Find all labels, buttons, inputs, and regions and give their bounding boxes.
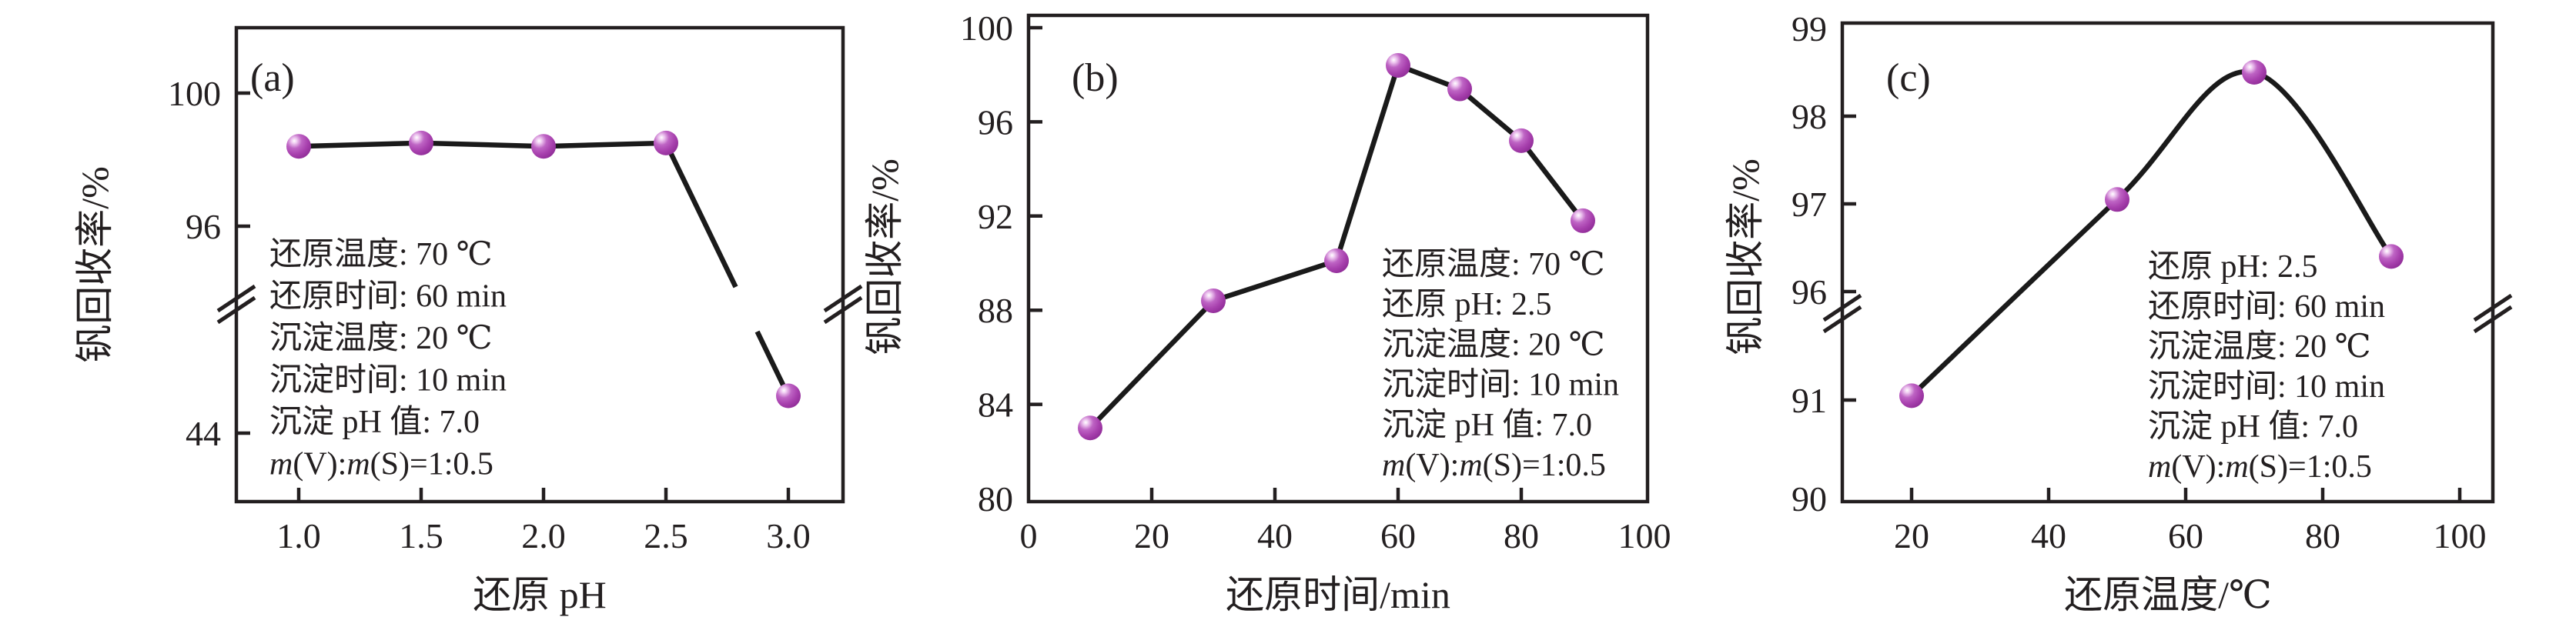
annotation-line: 还原温度: 70 ℃: [269, 237, 493, 272]
x-tick-label: 60: [2168, 516, 2203, 555]
panel-letter: (c): [1886, 56, 1931, 100]
axis-break-icon: [823, 284, 863, 313]
series-line: [1909, 68, 2394, 398]
annotation-line: m(V):m(S)=1:0.5: [2148, 449, 2372, 485]
x-tick-label: 40: [1257, 516, 1293, 555]
data-point: [531, 134, 556, 159]
data-point: [1386, 52, 1410, 78]
panel-c: 20 40 60 80 100 99 98 97 96 91 90 (c) 还原温度/℃ 钒回收率/% 还原…: [1724, 9, 2513, 616]
data-point: [1447, 76, 1472, 102]
annotation-line: 沉淀温度: 20 ℃: [269, 321, 493, 356]
data-point: [1201, 288, 1226, 313]
x-tick-label: 80: [1504, 516, 1539, 555]
y-tick-label: 84: [978, 385, 1013, 425]
axis-break-icon: [2473, 305, 2513, 334]
axis-break-icon: [2473, 293, 2513, 322]
x-tick-label: 2.0: [521, 516, 566, 555]
data-point: [776, 383, 801, 409]
x-tick-label: 3.0: [766, 516, 811, 555]
annotation-line: 还原 pH: 2.5: [2148, 249, 2318, 285]
data-point: [2105, 187, 2129, 212]
data-point: [1571, 208, 1595, 233]
annotation-line: 还原时间: 60 min: [2148, 289, 2385, 325]
panel-letter: (a): [250, 56, 295, 100]
data-point: [654, 130, 678, 155]
x-tick-label: 2.5: [644, 516, 688, 555]
y-tick-label: 96: [1791, 272, 1827, 312]
axis-break-icon: [216, 284, 256, 313]
annotation-line: 沉淀时间: 10 min: [269, 363, 507, 399]
axis-break-icon: [1822, 293, 1862, 322]
panel-letter: (b): [1072, 56, 1119, 100]
annotation-line: 沉淀温度: 20 ℃: [2148, 329, 2371, 365]
y-axis-label: 钒回收率/%: [863, 158, 906, 355]
y-tick-label: 96: [186, 207, 221, 246]
y-tick-label: 90: [1791, 479, 1827, 519]
annotation-line: 还原 pH: 2.5: [1382, 287, 1552, 322]
annotation-line: 沉淀时间: 10 min: [1382, 368, 1619, 403]
annotation-line: 沉淀时间: 10 min: [2148, 369, 2385, 405]
x-tick-label: 40: [2031, 516, 2066, 555]
y-tick-label: 100: [168, 74, 221, 113]
x-axis-label: 还原时间/min: [1226, 573, 1450, 616]
y-tick-label: 88: [978, 291, 1013, 330]
panel-a: 1.0 1.5 2.0 2.5 3.0 100 96 44 (a) 还原 pH 钒回收率/% 还原温度…: [73, 25, 863, 616]
data-point: [1324, 248, 1349, 273]
line-break-gap: [728, 283, 765, 335]
data-point: [1509, 128, 1534, 153]
annotation-line: 沉淀 pH 值: 7.0: [2148, 409, 2358, 445]
annotation-line: 沉淀 pH 值: 7.0: [269, 405, 480, 440]
data-point: [1078, 415, 1102, 441]
annotation-line: 还原温度: 70 ℃: [1382, 247, 1605, 282]
y-tick-label: 98: [1791, 97, 1827, 136]
data-point: [2379, 244, 2404, 269]
y-tick-label: 92: [978, 197, 1013, 236]
y-tick-label: 97: [1791, 185, 1827, 224]
axis-break-icon: [823, 295, 863, 325]
x-tick-label: 1.0: [276, 516, 321, 555]
y-tick-label: 99: [1791, 9, 1827, 48]
y-axis-label: 钒回收率/%: [1724, 158, 1767, 355]
y-axis-label: 钒回收率/%: [73, 166, 116, 363]
x-axis-label: 还原 pH: [473, 573, 607, 616]
annotation-line: m(V):m(S)=1:0.5: [1382, 448, 1606, 483]
annotation-line: 沉淀温度: 20 ℃: [1382, 327, 1605, 362]
axis-break-icon: [1822, 305, 1862, 334]
y-tick-label: 80: [978, 479, 1013, 519]
data-point: [286, 134, 311, 159]
y-tick-label: 44: [186, 414, 221, 453]
x-tick-label: 0: [1020, 516, 1038, 555]
y-tick-label: 100: [960, 8, 1013, 48]
annotation-line: 还原时间: 60 min: [269, 279, 507, 315]
annotation-line: 沉淀 pH 值: 7.0: [1382, 408, 1592, 443]
panel-b: 0 20 40 60 80 100 100 96 92 88 84 80 (b) 还原时间/min 钒回收率…: [863, 8, 1671, 616]
x-tick-label: 1.5: [399, 516, 443, 555]
x-tick-label: 100: [1618, 516, 1671, 555]
plot-frame: [1026, 13, 1650, 504]
data-point: [2242, 60, 2267, 85]
x-tick-label: 20: [1134, 516, 1169, 555]
axis-break-icon: [216, 295, 256, 325]
annotation-line: m(V):m(S)=1:0.5: [269, 447, 493, 482]
data-point: [409, 130, 433, 155]
y-tick-label: 91: [1791, 381, 1827, 420]
x-tick-label: 60: [1380, 516, 1416, 555]
plot-frame: [1840, 21, 2495, 504]
x-tick-label: 20: [1894, 516, 1929, 555]
x-axis-label: 还原温度/℃: [2064, 573, 2272, 616]
x-tick-label: 80: [2305, 516, 2340, 555]
x-tick-label: 100: [2434, 516, 2487, 555]
data-point: [1899, 383, 1924, 409]
plot-frame: [234, 25, 845, 504]
y-tick-label: 96: [978, 102, 1013, 142]
